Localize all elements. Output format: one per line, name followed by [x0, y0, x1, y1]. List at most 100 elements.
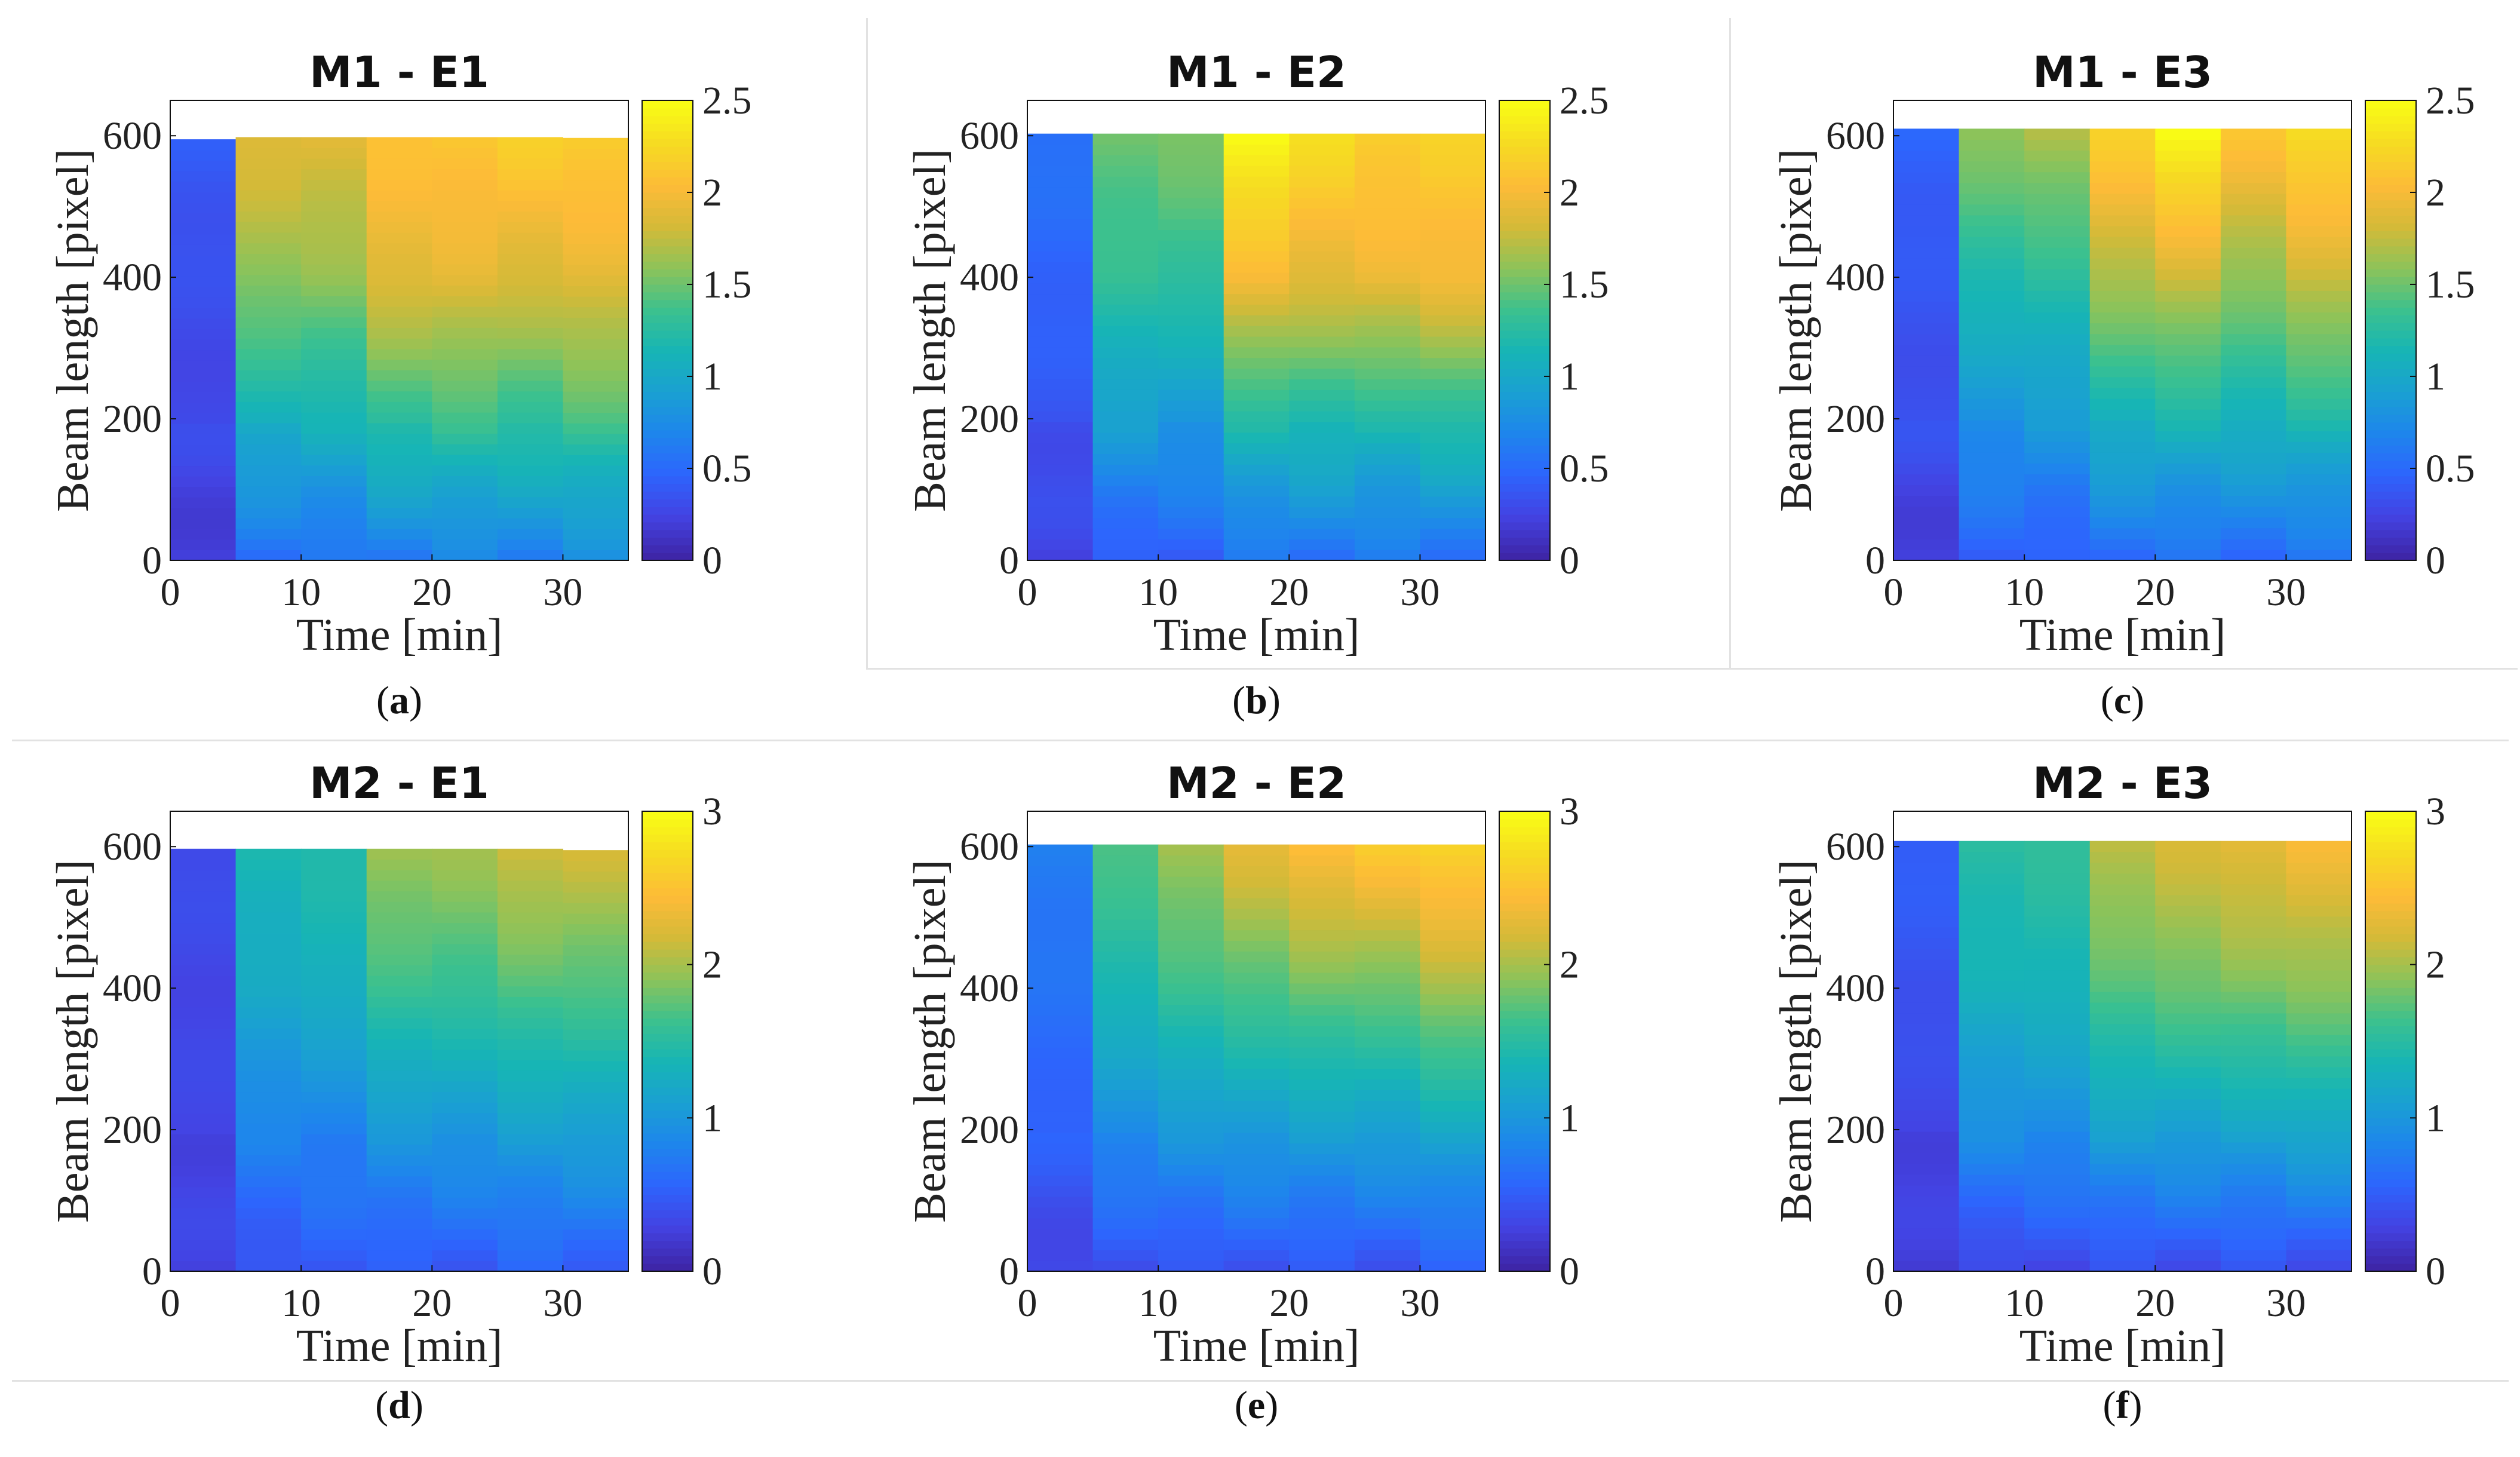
heatmap-cell [1354, 539, 1420, 550]
heatmap-cell [432, 476, 498, 487]
heatmap-cell [366, 158, 432, 170]
heatmap-cell [2089, 139, 2156, 151]
heatmap-cell [1893, 333, 1960, 345]
heatmap-cell [1420, 1090, 1486, 1101]
heatmap-cell [2286, 538, 2352, 550]
heatmap-cell [1027, 165, 1094, 177]
heatmap-cell [2024, 506, 2091, 518]
heatmap-cell [497, 148, 563, 159]
heatmap-cell [1223, 1079, 1290, 1091]
colorbar-segment [2365, 231, 2416, 239]
colorbar-segment [1499, 1256, 1550, 1264]
heatmap-cell [1092, 1100, 1159, 1112]
heatmap-cell [1354, 1100, 1420, 1112]
heatmap-cell [2024, 258, 2091, 269]
heatmap-cell [170, 922, 237, 934]
heatmap-cell [432, 148, 498, 159]
heatmap-cell [1354, 517, 1420, 529]
heatmap-cell [366, 179, 432, 191]
heatmap-cell [1223, 304, 1290, 315]
heatmap-cell [2089, 1077, 2156, 1089]
heatmap-cell [1959, 873, 2025, 885]
heatmap-cell [1289, 951, 1355, 962]
heatmap-cell [1027, 1111, 1094, 1122]
heatmap-cell [170, 381, 237, 392]
heatmap-cell [2220, 290, 2286, 302]
heatmap-cell [1092, 1004, 1159, 1016]
heatmap-cell [1893, 441, 1960, 453]
x-axis-label: Time [min] [2019, 1321, 2226, 1371]
heatmap-cell [2089, 1013, 2156, 1024]
heatmap-cell [497, 1049, 563, 1060]
heatmap-cell [497, 528, 563, 540]
heatmap-cell [301, 253, 367, 265]
colorbar-frame [2365, 100, 2417, 561]
heatmap-cell [2220, 1034, 2286, 1046]
x-tick-label: 0 [1884, 1281, 1904, 1325]
heatmap-cell [497, 1102, 563, 1114]
heatmap-cell [170, 870, 237, 881]
heatmap-cell [2155, 333, 2221, 345]
axes-frame [170, 811, 629, 1272]
colorbar-frame [1499, 100, 1551, 561]
heatmap-cell [2155, 1045, 2221, 1057]
heatmap-column [1893, 841, 1960, 1272]
heatmap-column [1027, 844, 1094, 1272]
heatmap-cell [2089, 884, 2156, 895]
heatmap-cell [1893, 376, 1960, 388]
colorbar-segment [2365, 499, 2416, 507]
heatmap-cell [1092, 993, 1159, 1005]
colorbar-segment [642, 1179, 693, 1188]
heatmap-cell [170, 1218, 237, 1229]
colorbar-tick-label: 0.5 [1560, 447, 1609, 490]
heatmap-cell [1420, 357, 1486, 369]
heatmap-cell [1223, 186, 1290, 198]
colorbar-segment [642, 177, 693, 185]
heatmap-cell [2286, 1066, 2352, 1078]
heatmap-cell [301, 1091, 367, 1103]
heatmap-cell [1158, 283, 1224, 295]
heatmap-cell [2286, 161, 2352, 173]
heatmap-cell [497, 296, 563, 307]
heatmap-cell [1959, 1185, 2025, 1197]
heatmap-cell [2024, 905, 2091, 917]
heatmap-cell [563, 232, 629, 244]
heatmap-cell [1354, 421, 1420, 433]
heatmap-cell [2220, 376, 2286, 388]
heatmap-cell [2155, 409, 2221, 421]
panel-title: M1 - E2 [1167, 47, 1346, 97]
heatmap-cell [1223, 1068, 1290, 1080]
heatmap-cell [2286, 1099, 2352, 1111]
x-tick-label: 30 [1400, 570, 1439, 614]
heatmap-cell [1893, 171, 1960, 183]
heatmap-cell [2089, 161, 2156, 173]
heatmap-cell [170, 1070, 237, 1082]
heatmap-cell [2220, 258, 2286, 269]
heatmap-cell [1420, 272, 1486, 284]
colorbar-segment [642, 880, 693, 888]
heatmap-cell [1027, 1164, 1094, 1176]
colorbar-segment [2365, 522, 2416, 530]
heatmap-cell [2220, 474, 2286, 486]
heatmap-cell [1893, 452, 1960, 464]
heatmap-cell [1420, 261, 1486, 273]
colorbar-segment [642, 453, 693, 461]
heatmap-cell [2024, 959, 2091, 971]
heatmap-cell [235, 1207, 302, 1219]
heatmap-cell [1959, 1163, 2025, 1175]
heatmap-cell [1092, 962, 1159, 973]
heatmap-cell [235, 518, 302, 529]
heatmap-cell [432, 550, 498, 561]
heatmap-cell [497, 465, 563, 476]
heatmap-cell [1959, 387, 2025, 399]
heatmap-cell [301, 1017, 367, 1029]
heatmap-cell [2220, 1228, 2286, 1240]
heatmap-cell [563, 296, 629, 308]
colorbar-segment [642, 1186, 693, 1195]
heatmap-cell [170, 465, 237, 477]
heatmap-cell [301, 465, 367, 476]
colorbar-segment [642, 849, 693, 858]
heatmap-cell [1959, 1002, 2025, 1014]
heatmap-cell [2286, 1163, 2352, 1175]
axes-frame [1893, 811, 2352, 1272]
